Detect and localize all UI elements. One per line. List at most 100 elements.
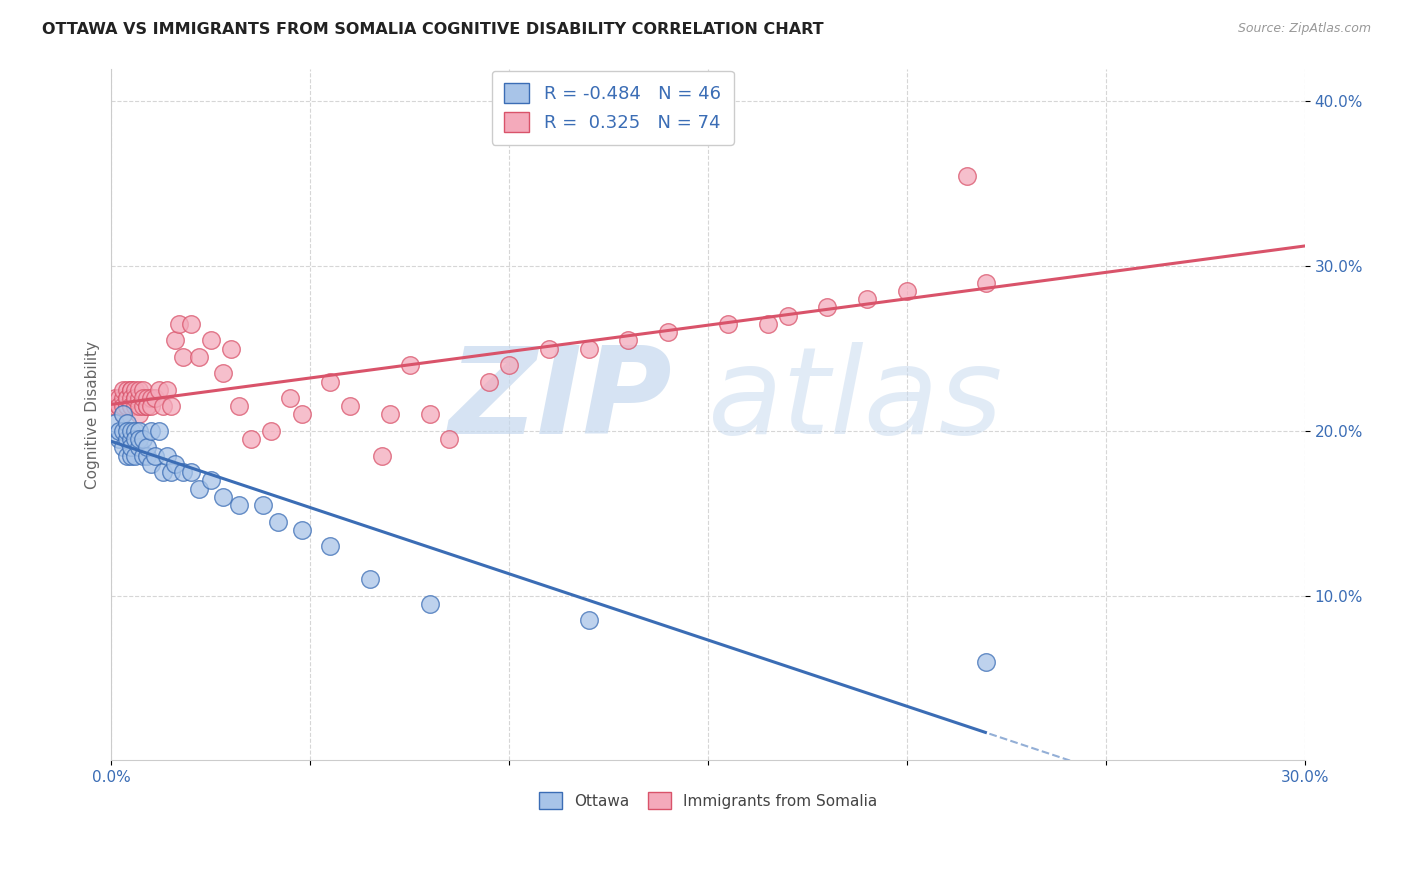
Point <box>252 498 274 512</box>
Point <box>498 358 520 372</box>
Point <box>160 399 183 413</box>
Point <box>132 391 155 405</box>
Point <box>211 366 233 380</box>
Point <box>200 334 222 348</box>
Point <box>136 399 159 413</box>
Point <box>132 383 155 397</box>
Point <box>112 408 135 422</box>
Point <box>124 391 146 405</box>
Point <box>112 391 135 405</box>
Text: OTTAWA VS IMMIGRANTS FROM SOMALIA COGNITIVE DISABILITY CORRELATION CHART: OTTAWA VS IMMIGRANTS FROM SOMALIA COGNIT… <box>42 22 824 37</box>
Point <box>141 424 163 438</box>
Point <box>152 399 174 413</box>
Point <box>104 391 127 405</box>
Point <box>156 449 179 463</box>
Point <box>108 391 131 405</box>
Point <box>117 383 139 397</box>
Point <box>132 399 155 413</box>
Point <box>976 655 998 669</box>
Point <box>180 465 202 479</box>
Point <box>578 613 600 627</box>
Point <box>128 432 150 446</box>
Point <box>136 441 159 455</box>
Point <box>141 457 163 471</box>
Point <box>776 309 799 323</box>
Point <box>132 432 155 446</box>
Point <box>200 474 222 488</box>
Point <box>117 416 139 430</box>
Point <box>259 424 281 438</box>
Point <box>165 334 187 348</box>
Point <box>108 399 131 413</box>
Point <box>124 432 146 446</box>
Point <box>117 391 139 405</box>
Point <box>112 383 135 397</box>
Legend: Ottawa, Immigrants from Somalia: Ottawa, Immigrants from Somalia <box>533 786 883 815</box>
Point <box>132 449 155 463</box>
Point <box>120 391 142 405</box>
Y-axis label: Cognitive Disability: Cognitive Disability <box>86 341 100 489</box>
Point <box>117 449 139 463</box>
Point <box>537 342 560 356</box>
Text: Source: ZipAtlas.com: Source: ZipAtlas.com <box>1237 22 1371 36</box>
Point <box>120 399 142 413</box>
Point <box>478 375 501 389</box>
Text: atlas: atlas <box>709 343 1004 459</box>
Point <box>291 523 314 537</box>
Point <box>120 441 142 455</box>
Point <box>339 399 361 413</box>
Point <box>128 441 150 455</box>
Point <box>117 432 139 446</box>
Point <box>104 399 127 413</box>
Point <box>267 515 290 529</box>
Point <box>239 432 262 446</box>
Point <box>128 383 150 397</box>
Point <box>228 399 250 413</box>
Point <box>291 408 314 422</box>
Point <box>108 432 131 446</box>
Point <box>117 391 139 405</box>
Point <box>976 276 998 290</box>
Point <box>120 449 142 463</box>
Point <box>419 597 441 611</box>
Point <box>187 482 209 496</box>
Point <box>128 399 150 413</box>
Point <box>117 424 139 438</box>
Point <box>319 539 342 553</box>
Point <box>108 399 131 413</box>
Point <box>578 342 600 356</box>
Point <box>124 383 146 397</box>
Point <box>124 391 146 405</box>
Point <box>117 399 139 413</box>
Point <box>657 325 679 339</box>
Point <box>136 391 159 405</box>
Point <box>136 399 159 413</box>
Point <box>112 441 135 455</box>
Point <box>180 317 202 331</box>
Point <box>112 424 135 438</box>
Point <box>160 465 183 479</box>
Point <box>815 301 838 315</box>
Point <box>120 383 142 397</box>
Point <box>187 350 209 364</box>
Point <box>124 449 146 463</box>
Point <box>143 449 166 463</box>
Point <box>117 399 139 413</box>
Point <box>371 449 394 463</box>
Point <box>148 424 170 438</box>
Point <box>359 572 381 586</box>
Point <box>108 424 131 438</box>
Point <box>120 399 142 413</box>
Point <box>439 432 461 446</box>
Point <box>120 424 142 438</box>
Point <box>104 416 127 430</box>
Point <box>617 334 640 348</box>
Point <box>319 375 342 389</box>
Point <box>398 358 420 372</box>
Point <box>120 432 142 446</box>
Point <box>955 169 977 183</box>
Point <box>856 292 879 306</box>
Point <box>219 342 242 356</box>
Text: ZIP: ZIP <box>449 343 672 459</box>
Point <box>152 465 174 479</box>
